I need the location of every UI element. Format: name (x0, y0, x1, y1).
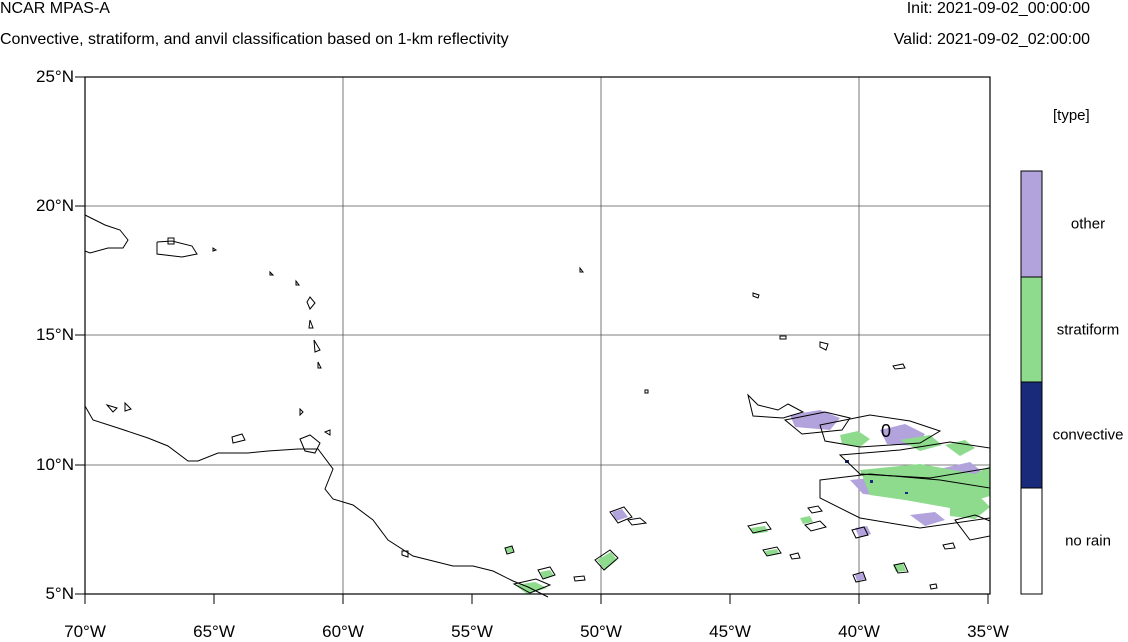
precip-contours (504, 292, 991, 594)
lat-label-25n: 25°N (36, 67, 74, 86)
legend-label-convective: convective (1052, 426, 1124, 444)
map-frame (84, 76, 991, 595)
lon-label-50w: 50°W (580, 622, 622, 641)
map-title: NCAR MPAS-A (0, 0, 110, 17)
lon-label-35w: 35°W (967, 622, 1009, 641)
coastline (84, 214, 584, 598)
map-subtitle: Convective, stratiform, and anvil classi… (0, 31, 509, 48)
colorbar-swatch-stratiform (1020, 276, 1043, 383)
colorbar-swatch-convective (1020, 381, 1043, 489)
lon-label-40w: 40°W (838, 622, 880, 641)
lat-label-15n: 15°N (36, 325, 74, 344)
grid-lines (85, 77, 990, 594)
colorbar-swatch-no-rain (1020, 487, 1043, 595)
lat-label-5n: 5°N (45, 584, 74, 603)
lon-label-60w: 60°W (322, 622, 364, 641)
legend-label-other: other (1070, 215, 1106, 233)
axis-ticks (75, 76, 989, 604)
init-time: Init: 2021-09-02_00:00:00 (906, 0, 1090, 17)
legend-label-stratiform: stratiform (1056, 321, 1120, 339)
lat-label-20n: 20°N (36, 196, 74, 215)
legend-label-no-rain: no rain (1065, 532, 1111, 550)
colorbar (1020, 170, 1043, 595)
precip-stratiform (505, 431, 990, 594)
lon-label-65w: 65°W (193, 622, 235, 641)
legend-title: [type] (1053, 107, 1090, 124)
lon-label-70w: 70°W (64, 622, 106, 641)
valid-time: Valid: 2021-09-02_02:00:00 (893, 31, 1090, 48)
lon-label-45w: 45°W (709, 622, 751, 641)
contour-label: 0 (881, 421, 891, 441)
lat-label-10n: 10°N (36, 455, 74, 474)
lon-label-55w: 55°W (451, 622, 493, 641)
colorbar-swatch-other (1020, 170, 1043, 278)
